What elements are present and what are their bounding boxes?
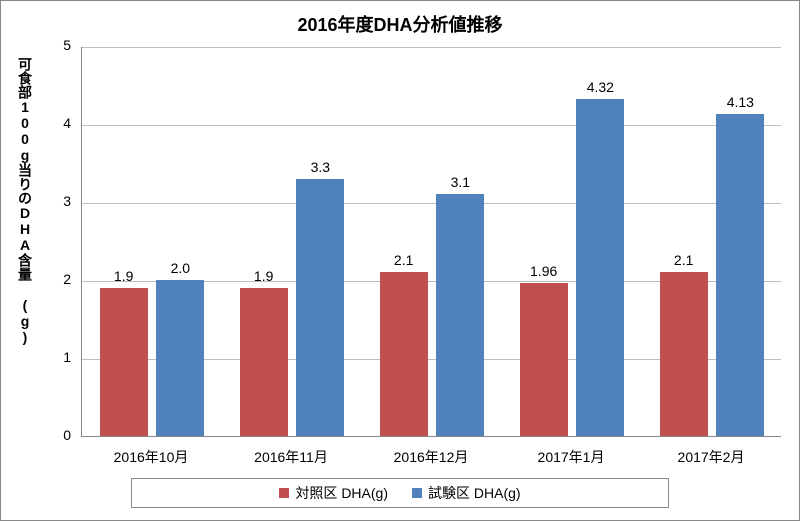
y-tick-label: 4 — [63, 115, 71, 131]
y-tick-label: 1 — [63, 349, 71, 365]
value-label: 1.9 — [234, 268, 294, 284]
plot-area: 1.92.01.93.32.13.11.964.322.14.13 — [81, 47, 781, 437]
legend-swatch — [279, 488, 289, 498]
legend-label: 対照区 DHA(g) — [295, 483, 388, 503]
bar-series-0 — [240, 288, 288, 436]
legend-label: 試験区 DHA(g) — [428, 483, 521, 503]
x-axis-label: 2016年10月 — [81, 447, 221, 467]
value-label: 1.9 — [94, 268, 154, 284]
x-axis-label: 2016年11月 — [221, 447, 361, 467]
bar-series-1 — [576, 99, 624, 436]
grid-line — [82, 203, 781, 204]
value-label: 3.3 — [290, 159, 350, 175]
y-tick-label: 5 — [63, 37, 71, 53]
legend-swatch — [412, 488, 422, 498]
value-label: 2.1 — [654, 252, 714, 268]
x-axis-label: 2017年1月 — [501, 447, 641, 467]
bar-series-0 — [520, 283, 568, 436]
grid-line — [82, 47, 781, 48]
grid-line — [82, 125, 781, 126]
legend-item: 対照区 DHA(g) — [279, 483, 388, 503]
bar-series-0 — [660, 272, 708, 436]
chart-title: 2016年度DHA分析値推移 — [1, 11, 799, 37]
y-axis-label: 可食部100g当りのDHA含量 (g) — [15, 57, 35, 427]
value-label: 4.13 — [710, 94, 770, 110]
bar-series-1 — [156, 280, 204, 436]
value-label: 2.1 — [374, 252, 434, 268]
legend-item: 試験区 DHA(g) — [412, 483, 521, 503]
y-tick-label: 2 — [63, 271, 71, 287]
value-label: 3.1 — [430, 174, 490, 190]
bar-series-1 — [436, 194, 484, 436]
value-label: 1.96 — [514, 263, 574, 279]
bar-series-0 — [100, 288, 148, 436]
legend: 対照区 DHA(g) 試験区 DHA(g) — [131, 478, 669, 508]
y-tick-label: 3 — [63, 193, 71, 209]
value-label: 2.0 — [150, 260, 210, 276]
value-label: 4.32 — [570, 79, 630, 95]
x-axis-label: 2016年12月 — [361, 447, 501, 467]
bar-series-1 — [716, 114, 764, 436]
bar-series-0 — [380, 272, 428, 436]
chart-container: 2016年度DHA分析値推移可食部100g当りのDHA含量 (g)1.92.01… — [0, 0, 800, 521]
y-tick-label: 0 — [63, 427, 71, 443]
bar-series-1 — [296, 179, 344, 436]
x-axis-label: 2017年2月 — [641, 447, 781, 467]
